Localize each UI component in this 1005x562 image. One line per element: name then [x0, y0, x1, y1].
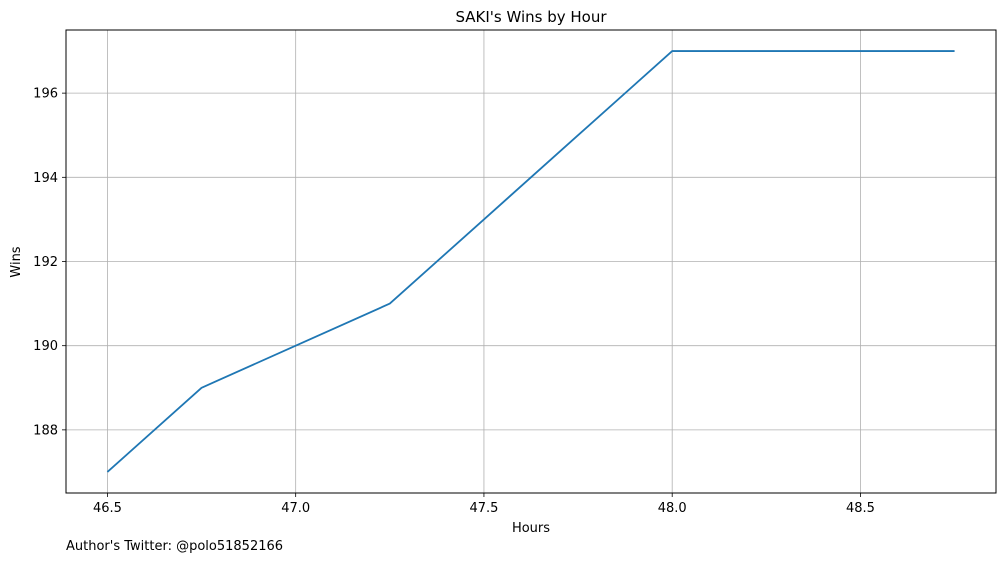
- y-tick-label: 194: [33, 171, 58, 186]
- series-layer: [106, 50, 955, 473]
- x-tick-label: 46.5: [93, 501, 122, 516]
- y-tick-label: 192: [33, 255, 58, 270]
- y-tick-label: 196: [33, 87, 58, 102]
- x-tick-label: 47.5: [469, 501, 498, 516]
- x-tick-label: 48.5: [846, 501, 875, 516]
- y-tick-label: 188: [33, 423, 58, 438]
- x-tick-label: 48.0: [658, 501, 687, 516]
- y-axis-title: Wins: [9, 246, 24, 277]
- author-footnote: Author's Twitter: @polo51852166: [66, 539, 283, 554]
- y-tick-label: 190: [33, 339, 58, 354]
- y-axis-ticks: 188 190 192 194 196: [33, 87, 66, 438]
- x-axis-title: Hours: [512, 521, 550, 536]
- grid-lines: [66, 30, 996, 493]
- x-tick-label: 47.0: [281, 501, 310, 516]
- chart-title: SAKI's Wins by Hour: [455, 8, 607, 26]
- x-axis-ticks: 46.5 47.0 47.5 48.0 48.5: [93, 493, 875, 516]
- series-line: [106, 50, 955, 473]
